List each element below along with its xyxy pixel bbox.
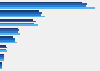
- Bar: [0, 62, 2, 64]
- Bar: [0, 31, 18, 33]
- Bar: [0, 23, 34, 24]
- Bar: [0, 38, 15, 40]
- Bar: [0, 50, 7, 52]
- Bar: [0, 33, 20, 35]
- Bar: [0, 64, 2, 66]
- Bar: [0, 28, 18, 29]
- Bar: [0, 3, 87, 5]
- Bar: [0, 54, 4, 55]
- Bar: [0, 68, 2, 69]
- Bar: [0, 29, 19, 31]
- Bar: [0, 14, 41, 16]
- Bar: [0, 66, 2, 68]
- Bar: [0, 36, 13, 38]
- Bar: [0, 55, 4, 57]
- Bar: [0, 12, 42, 14]
- Bar: [0, 10, 39, 12]
- Bar: [0, 21, 36, 22]
- Bar: [0, 5, 86, 7]
- Bar: [0, 40, 14, 42]
- Bar: [0, 16, 45, 17]
- Bar: [0, 19, 33, 21]
- Bar: [0, 47, 7, 48]
- Bar: [0, 42, 16, 43]
- Bar: [0, 24, 38, 26]
- Bar: [0, 57, 4, 59]
- Bar: [0, 59, 4, 61]
- Bar: [0, 45, 6, 47]
- Bar: [0, 2, 82, 3]
- Bar: [0, 49, 6, 50]
- Bar: [0, 7, 95, 9]
